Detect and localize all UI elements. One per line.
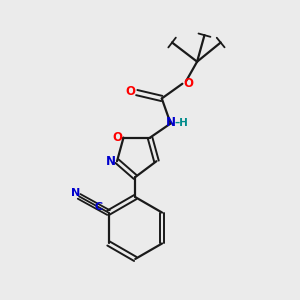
Text: N: N xyxy=(166,116,176,129)
Text: O: O xyxy=(184,77,194,90)
Text: O: O xyxy=(125,85,135,98)
Text: N: N xyxy=(106,155,116,168)
Text: O: O xyxy=(112,130,122,143)
Text: –H: –H xyxy=(175,118,189,128)
Text: N: N xyxy=(71,188,81,198)
Text: C: C xyxy=(94,202,102,212)
